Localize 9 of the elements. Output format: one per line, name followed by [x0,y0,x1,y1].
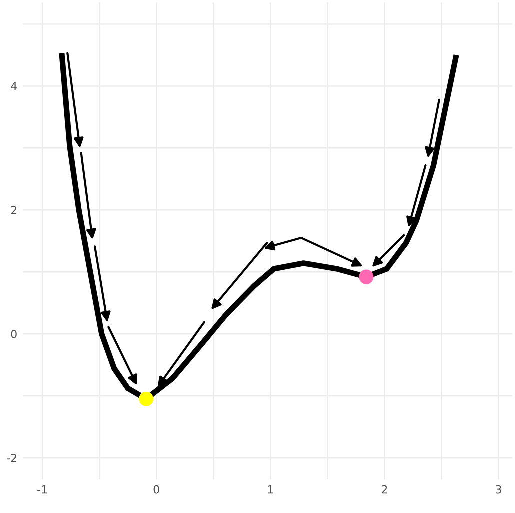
y-tick-label: 0 [11,330,17,338]
y-tick-label: 2 [11,206,17,214]
y-tick-label: 4 [11,82,17,90]
x-tick-label: 2 [382,485,388,494]
x-tick-label: -1 [38,486,48,494]
y-tick-label: -2 [7,454,17,462]
x-tick-label: 0 [154,485,160,494]
x-tick-label: 3 [496,485,502,494]
x-tick-label: 1 [268,486,274,494]
